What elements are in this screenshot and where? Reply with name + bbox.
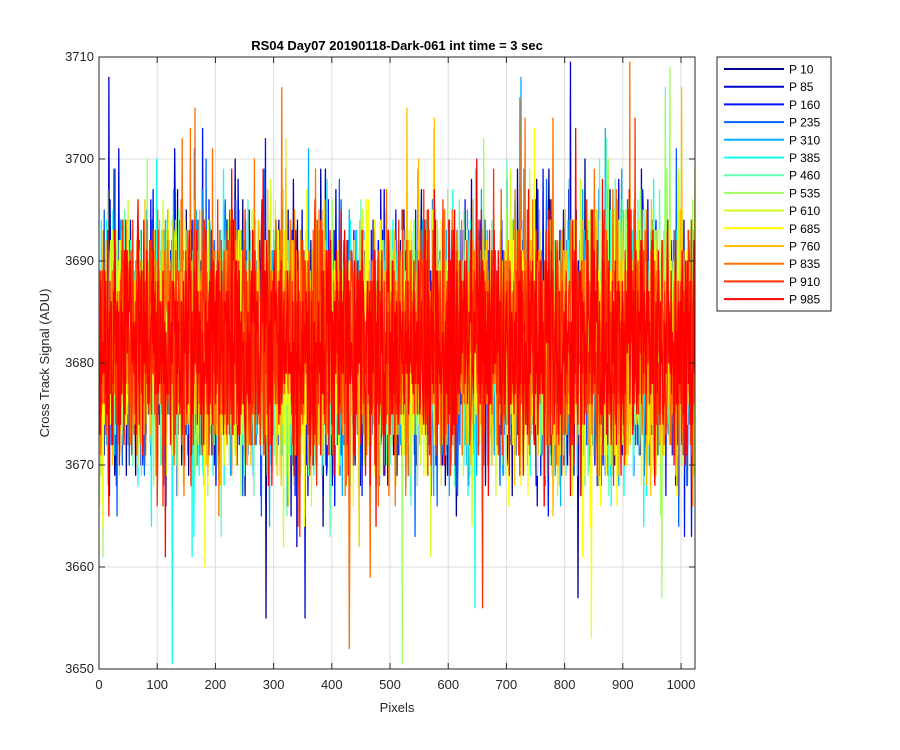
series-layer (99, 61, 695, 665)
legend-label: P 85 (789, 80, 814, 94)
legend-box (716, 56, 832, 312)
series-line-p985 (99, 127, 695, 558)
legend-label: P 460 (789, 169, 820, 183)
x-tick-label: 1000 (667, 677, 696, 692)
x-tick-label: 400 (321, 677, 343, 692)
y-tick-label: 3710 (65, 49, 94, 64)
x-tick-label: 100 (146, 677, 168, 692)
chart-title: RS04 Day07 20190118-Dark-061 int time = … (251, 38, 543, 53)
legend-label: P 985 (789, 293, 820, 307)
legend-label: P 685 (789, 222, 820, 236)
y-axis-label: Cross Track Signal (ADU) (37, 289, 52, 438)
y-axis: 3650 3660 3670 3680 3690 3700 3710 (65, 49, 695, 676)
legend-label: P 10 (789, 63, 814, 77)
legend-label: P 235 (789, 116, 820, 130)
x-tick-label: 300 (263, 677, 285, 692)
x-tick-label: 0 (95, 677, 102, 692)
legend: P 10 P 85 P 160 P 235 P 310 P 385 P 460 P 535 P … (716, 56, 832, 312)
x-tick-label: 900 (612, 677, 634, 692)
y-tick-label: 3670 (65, 457, 94, 472)
legend-label: P 385 (789, 151, 820, 165)
legend-label: P 760 (789, 240, 820, 254)
y-tick-label: 3650 (65, 661, 94, 676)
legend-label: P 160 (789, 98, 820, 112)
y-tick-label: 3700 (65, 151, 94, 166)
legend-label: P 835 (789, 257, 820, 271)
legend-label: P 535 (789, 186, 820, 200)
x-tick-label: 800 (554, 677, 576, 692)
x-tick-label: 500 (379, 677, 401, 692)
legend-label: P 910 (789, 275, 820, 289)
legend-label: P 310 (789, 133, 820, 147)
x-tick-label: 600 (437, 677, 459, 692)
y-tick-label: 3690 (65, 253, 94, 268)
legend-label: P 610 (789, 204, 820, 218)
legend-items: P 10 P 85 P 160 P 235 P 310 P 385 P 460 P 535 P … (724, 63, 820, 307)
x-tick-label: 200 (205, 677, 227, 692)
y-tick-label: 3660 (65, 559, 94, 574)
x-axis: 0 100 200 300 400 500 600 700 800 900 1000 (95, 57, 695, 692)
x-tick-label: 700 (496, 677, 518, 692)
x-axis-label: Pixels (380, 700, 415, 715)
y-tick-label: 3680 (65, 355, 94, 370)
